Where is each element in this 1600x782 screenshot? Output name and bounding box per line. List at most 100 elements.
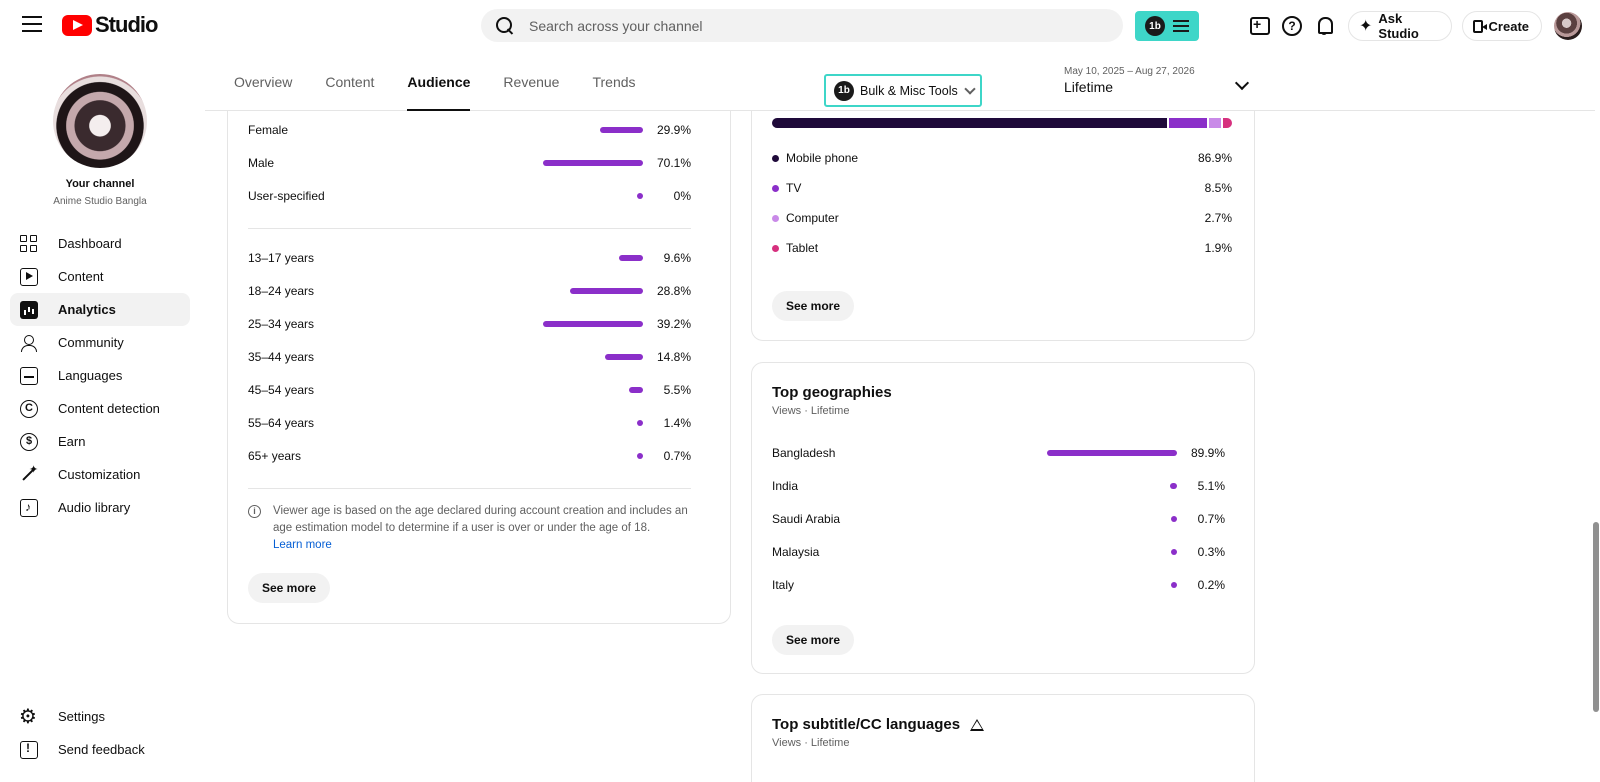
see-more-button[interactable]: See more <box>248 573 331 603</box>
device-segment-tablet <box>1223 118 1232 128</box>
youtube-play-icon <box>62 14 92 36</box>
search-icon[interactable] <box>495 16 515 36</box>
scroll-thumb[interactable] <box>1593 522 1599 712</box>
device-segment-tv <box>1168 118 1208 128</box>
age-note: i Viewer age is based on the age declare… <box>248 503 691 554</box>
analytics-icon <box>20 300 38 319</box>
tab-audience[interactable]: Audience <box>407 52 471 111</box>
tabs: Overview Content Audience Revenue Trends <box>234 52 669 111</box>
geo-bar <box>1047 450 1177 456</box>
page-scrollbar[interactable] <box>1592 52 1600 782</box>
age-bar <box>569 288 643 294</box>
row-label: Malaysia <box>772 545 820 559</box>
row-percent: 86.9% <box>1197 151 1232 165</box>
gender-row-female: Female 29.9% <box>248 120 691 140</box>
top-subtitle-languages-card: Top subtitle/CC languages Views · Lifeti… <box>751 694 1255 782</box>
notifications-bell-icon[interactable] <box>1313 14 1337 38</box>
legend-dot <box>772 154 779 162</box>
create-button[interactable]: Create <box>1462 11 1542 41</box>
date-period-selector[interactable]: Lifetime <box>1064 79 1114 95</box>
dashboard-icon <box>20 234 38 253</box>
legend-dot <box>772 244 779 252</box>
sidebar-bottom-nav: Settings Send feedback <box>10 700 190 766</box>
languages-icon <box>20 366 38 385</box>
sidebar-item-analytics[interactable]: Analytics <box>10 293 190 326</box>
age-row: 25–34 years 39.2% <box>248 314 691 334</box>
geo-bar <box>1171 516 1177 522</box>
sidebar-item-customization[interactable]: Customization <box>10 458 190 491</box>
age-row: 65+ years 0.7% <box>248 446 691 466</box>
sidebar-item-label: Languages <box>58 368 123 383</box>
sidebar-item-label: Content <box>58 269 104 284</box>
see-more-button[interactable]: See more <box>772 291 855 321</box>
age-row: 18–24 years 28.8% <box>248 281 691 301</box>
sidebar-item-label: Content detection <box>58 401 160 416</box>
row-label: Mobile phone <box>786 151 859 165</box>
search-bar[interactable] <box>481 9 1123 42</box>
row-label: Computer <box>786 211 839 225</box>
ask-studio-button[interactable]: ✦ Ask Studio <box>1348 11 1452 41</box>
geo-row: Italy 0.2% <box>772 575 1225 595</box>
gender-bar <box>637 193 643 199</box>
chevron-down-icon[interactable] <box>1234 75 1250 91</box>
tab-revenue[interactable]: Revenue <box>503 73 560 90</box>
warning-icon[interactable] <box>970 718 985 731</box>
age-bar <box>543 321 643 327</box>
sidebar-item-community[interactable]: Community <box>10 326 190 359</box>
age-row: 35–44 years 14.8% <box>248 347 691 367</box>
card-subtitle: Views · Lifetime <box>772 405 850 417</box>
sidebar-item-settings[interactable]: Settings <box>10 700 190 733</box>
row-label: Male <box>248 156 275 170</box>
bulk-misc-tools-button[interactable]: 1b Bulk & Misc Tools <box>824 74 982 107</box>
age-note-text: Viewer age is based on the age declared … <box>273 505 688 534</box>
help-icon[interactable] <box>1280 14 1304 38</box>
channel-avatar[interactable] <box>53 74 147 168</box>
row-label: India <box>772 479 799 493</box>
feedback-icon <box>20 740 38 759</box>
card-title: Top subtitle/CC languages <box>772 716 985 733</box>
menu-icon[interactable] <box>22 16 42 34</box>
extension-badge: 1b <box>834 80 854 101</box>
tab-overview[interactable]: Overview <box>234 73 293 90</box>
row-label: Female <box>248 123 289 137</box>
studio-logo[interactable]: Studio <box>62 12 158 38</box>
geo-bar <box>1171 582 1177 588</box>
gear-icon <box>19 704 38 729</box>
sidebar-item-languages[interactable]: Languages <box>10 359 190 392</box>
legend-dot <box>772 184 779 192</box>
row-label: 55–64 years <box>248 416 315 430</box>
row-percent: 1.9% <box>1204 241 1232 255</box>
sidebar-item-dashboard[interactable]: Dashboard <box>10 227 190 260</box>
info-icon: i <box>248 505 261 518</box>
tab-trends[interactable]: Trends <box>592 73 636 90</box>
row-percent: 0.3% <box>1197 545 1225 559</box>
extension-button[interactable]: 1b <box>1135 11 1199 41</box>
gender-row-male: Male 70.1% <box>248 153 691 173</box>
ask-studio-label: Ask Studio <box>1378 11 1419 41</box>
chevron-down-icon <box>964 82 976 95</box>
account-avatar[interactable] <box>1554 12 1582 40</box>
audio-library-icon <box>20 498 38 517</box>
learn-more-link[interactable]: Learn more <box>273 539 332 551</box>
video-camera-icon <box>1473 19 1486 33</box>
sidebar-item-audio-library[interactable]: Audio library <box>10 491 190 524</box>
sidebar-item-content[interactable]: Content <box>10 260 190 293</box>
row-percent: 2.7% <box>1204 211 1232 225</box>
row-label: Bangladesh <box>772 446 836 460</box>
sidebar-item-content-detection[interactable]: C Content detection <box>10 392 190 425</box>
card-title-text: Top subtitle/CC languages <box>772 716 961 733</box>
row-percent: 14.8% <box>656 350 691 364</box>
geo-row: Bangladesh 89.9% <box>772 443 1225 463</box>
see-more-button[interactable]: See more <box>772 625 855 655</box>
search-input[interactable] <box>529 17 1089 34</box>
extension-badge: 1b <box>1145 16 1165 36</box>
device-stacked-bar <box>772 118 1232 128</box>
age-bar <box>605 354 643 360</box>
row-percent: 0.7% <box>1197 512 1225 526</box>
sidebar-item-send-feedback[interactable]: Send feedback <box>10 733 190 766</box>
tab-content[interactable]: Content <box>325 73 375 90</box>
community-icon <box>20 334 38 352</box>
create-post-icon[interactable] <box>1247 14 1271 38</box>
sidebar-item-earn[interactable]: $ Earn <box>10 425 190 458</box>
row-percent: 39.2% <box>656 317 691 331</box>
